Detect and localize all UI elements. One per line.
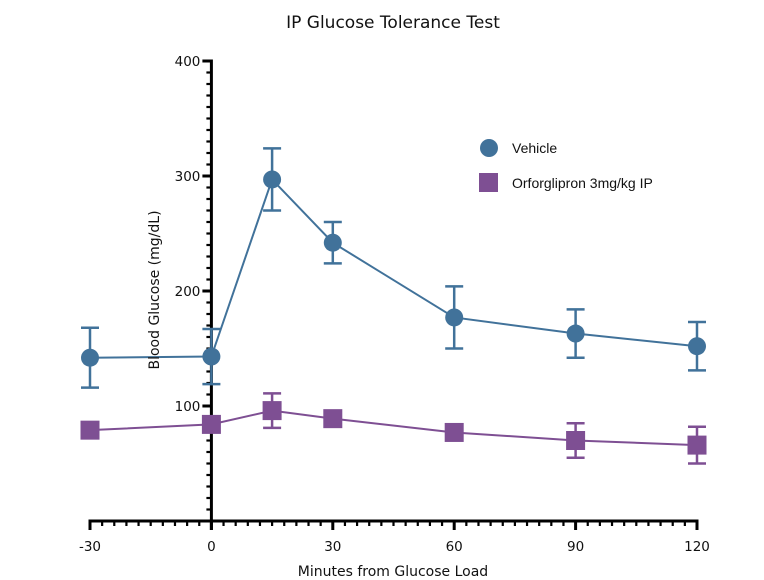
data-point-circle: [445, 308, 464, 327]
data-point-square: [262, 401, 282, 421]
data-point-square: [566, 431, 586, 450]
x-tick-label: 90: [567, 539, 584, 555]
x-tick-label: -30: [79, 539, 101, 555]
data-point-square: [323, 409, 343, 429]
legend-label-orforglipron: Orforglipron 3mg/kg IP: [512, 175, 653, 191]
legend-marker-circle: [480, 139, 498, 157]
y-axis-label: Blood Glucose (mg/dL): [147, 210, 163, 369]
x-tick-label: 0: [207, 539, 216, 555]
data-point-circle: [323, 233, 342, 252]
y-tick-label: 100: [175, 399, 201, 415]
data-point-circle: [202, 347, 221, 366]
y-tick-label: 400: [175, 54, 201, 70]
series-line: [89, 409, 698, 447]
data-point-circle: [566, 324, 585, 343]
axes: -30 0 30 60 90 120 100 200 300 400: [79, 54, 710, 555]
data-point-square: [201, 414, 221, 434]
data-point-square: [80, 420, 100, 440]
x-tick-label: 60: [446, 539, 463, 555]
y-tick-label: 300: [175, 169, 201, 185]
series-vehicle: [81, 147, 706, 389]
x-tick-label: 30: [324, 539, 341, 555]
legend: Vehicle Orforglipron 3mg/kg IP: [479, 139, 653, 192]
series-layer: [80, 147, 707, 465]
legend-item-vehicle: Vehicle: [480, 139, 557, 157]
data-point-square: [687, 435, 707, 455]
data-point-circle: [688, 337, 706, 356]
legend-item-orforglipron: Orforglipron 3mg/kg IP: [479, 173, 653, 192]
y-tick-label: 200: [175, 284, 201, 300]
data-point-circle: [81, 348, 99, 367]
data-point-circle: [263, 170, 282, 189]
data-point-square: [444, 422, 464, 442]
legend-marker-square: [479, 173, 498, 192]
series-orforglipron: [80, 392, 707, 465]
legend-label-vehicle: Vehicle: [512, 140, 557, 156]
x-tick-label: 120: [684, 539, 710, 555]
series-line: [89, 177, 698, 359]
x-axis-label: Minutes from Glucose Load: [298, 564, 488, 580]
chart-title: IP Glucose Tolerance Test: [286, 13, 500, 33]
